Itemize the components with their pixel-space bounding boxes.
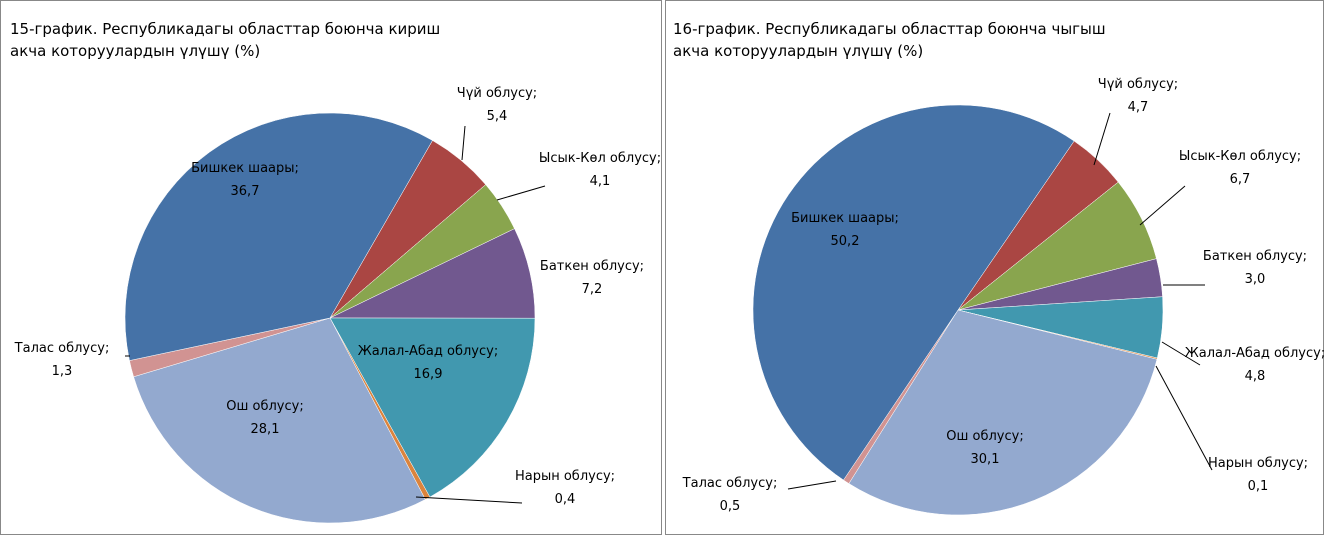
category-label: Нарын облусу; [1208, 456, 1308, 471]
value-label: 0,1 [1248, 479, 1269, 494]
value-label: 7,2 [582, 282, 603, 297]
data-label: Ысык-Көл облусу; 4,1 [539, 151, 661, 189]
category-label: Чүй облусу; [1098, 77, 1178, 92]
category-label: Ысык-Көл облусу; [539, 151, 661, 166]
value-label: 4,1 [590, 174, 611, 189]
leader-line [461, 125, 466, 161]
category-label: Талас облусу; [682, 476, 778, 491]
chart-title: акча которуулардын үлүшү (%) [10, 42, 260, 60]
value-label: 5,4 [487, 109, 508, 124]
category-label: Нарын облусу; [515, 469, 615, 484]
chart-title: акча которуулардын үлүшү (%) [673, 42, 923, 60]
data-label: Талас облусу; 1,3 [14, 341, 110, 379]
value-label: 16,9 [414, 367, 443, 382]
data-label: Нарын облусу; 0,1 [1208, 456, 1308, 494]
leader-line [1139, 185, 1186, 226]
value-label: 1,3 [52, 364, 73, 379]
category-label: Ош облусу; [946, 429, 1023, 444]
value-label: 30,1 [971, 452, 1000, 467]
leader-line [496, 185, 546, 201]
leader-line [787, 480, 837, 490]
data-label: Чүй облусу; 5,4 [457, 86, 537, 124]
category-label: Жалал-Абад облусу; [1185, 346, 1324, 361]
category-label: Бишкек шаары; [191, 161, 299, 176]
data-label: Бишкек шаары; 36,7 [191, 161, 299, 199]
leader-line [1161, 341, 1201, 366]
data-label: Бишкек шаары; 50,2 [791, 211, 899, 249]
category-label: Жалал-Абад облусу; [358, 344, 498, 359]
value-label: 0,4 [555, 492, 576, 507]
category-label: Баткен облусу; [1203, 249, 1307, 264]
value-label: 6,7 [1230, 172, 1251, 187]
category-label: Чүй облусу; [457, 86, 537, 101]
pie-slice [752, 104, 1075, 481]
leader-line [1155, 365, 1213, 471]
value-label: 3,0 [1245, 272, 1266, 287]
data-label: Ысык-Көл облусу; 6,7 [1179, 149, 1301, 187]
category-label: Баткен облусу; [540, 259, 644, 274]
leader-line [415, 496, 523, 504]
data-label: Жалал-Абад облусу; 4,8 [1185, 346, 1324, 384]
value-label: 4,8 [1245, 369, 1266, 384]
chart-title: 15-график. Республикадагы областтар боюн… [10, 20, 440, 38]
value-label: 50,2 [831, 234, 860, 249]
category-label: Бишкек шаары; [791, 211, 899, 226]
chart-title: 16-график. Республикадагы областтар боюн… [673, 20, 1106, 38]
data-label: Чүй облусу; 4,7 [1098, 77, 1178, 115]
leader-line [1093, 112, 1111, 166]
value-label: 36,7 [231, 184, 260, 199]
data-label: Баткен облусу; 7,2 [540, 259, 644, 297]
value-label: 28,1 [251, 422, 280, 437]
category-label: Талас облусу; [14, 341, 110, 356]
category-label: Ош облусу; [226, 399, 303, 414]
data-label: Баткен облусу; 3,0 [1203, 249, 1307, 287]
data-label: Ош облусу; 30,1 [946, 429, 1023, 467]
data-label: Жалал-Абад облусу; 16,9 [358, 344, 498, 382]
data-label: Ош облусу; 28,1 [226, 399, 303, 437]
data-label: Нарын облусу; 0,4 [515, 469, 615, 507]
value-label: 4,7 [1128, 100, 1149, 115]
pie-slice [133, 317, 426, 524]
pie-slice [124, 112, 433, 361]
value-label: 0,5 [720, 499, 741, 514]
data-label: Талас облусу; 0,5 [682, 476, 778, 514]
category-label: Ысык-Көл облусу; [1179, 149, 1301, 164]
pie-slice [329, 317, 536, 498]
